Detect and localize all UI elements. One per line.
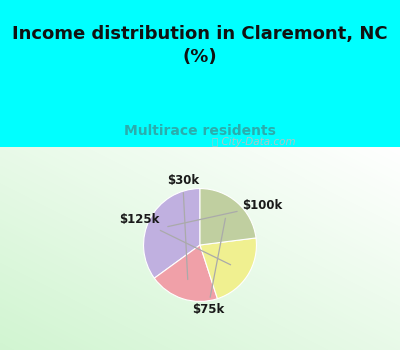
Text: $75k: $75k [192, 218, 225, 316]
Wedge shape [200, 189, 256, 245]
Text: Income distribution in Claremont, NC
(%): Income distribution in Claremont, NC (%) [12, 25, 388, 65]
Text: $30k: $30k [167, 174, 199, 280]
Wedge shape [154, 245, 218, 301]
Text: $100k: $100k [168, 199, 283, 226]
Wedge shape [200, 238, 256, 299]
Text: $125k: $125k [119, 214, 231, 265]
Text: ⓘ City-Data.com: ⓘ City-Data.com [212, 137, 296, 147]
Wedge shape [144, 189, 200, 278]
Text: Multirace residents: Multirace residents [124, 124, 276, 138]
